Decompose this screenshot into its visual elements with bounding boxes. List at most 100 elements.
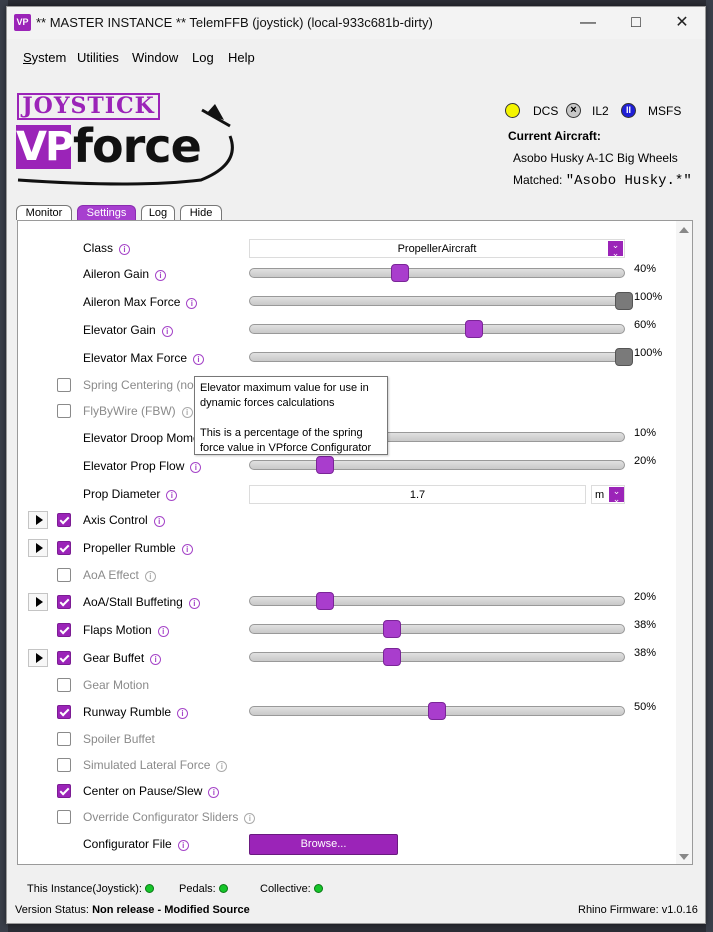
- tab-log[interactable]: Log: [141, 205, 175, 220]
- menu-system[interactable]: System: [23, 50, 67, 65]
- info-icon[interactable]: i: [193, 354, 205, 365]
- info-icon[interactable]: i: [155, 270, 167, 281]
- info-icon[interactable]: i: [181, 544, 193, 555]
- expand-gear-buffet-icon[interactable]: [28, 649, 48, 667]
- aileron-gain-value: 40%: [634, 263, 657, 275]
- elevator-max-force-slider[interactable]: [249, 348, 633, 366]
- slider-handle[interactable]: [383, 648, 402, 666]
- expand-axis-control-icon[interactable]: [28, 511, 48, 529]
- elevator-prop-flow-row: Elevator Prop Flow i 20%: [18, 455, 678, 477]
- il2-disabled-icon: ×: [566, 103, 581, 118]
- tooltip-line-1: Elevator maximum value for use in dynami…: [200, 382, 369, 409]
- aileron-gain-label: Aileron Gain i: [83, 267, 167, 281]
- version-value: Non release - Modified Source: [92, 904, 250, 916]
- aoa-effect-label: AoA Effect i: [83, 568, 156, 582]
- flaps-motion-slider[interactable]: [249, 620, 625, 638]
- tab-hide[interactable]: Hide: [180, 205, 222, 220]
- elevator-droop-label: Elevator Droop Momer: [83, 431, 204, 445]
- menu-window[interactable]: Window: [132, 50, 179, 65]
- aoa-effect-checkbox[interactable]: [57, 568, 71, 582]
- prop-diameter-unit-select[interactable]: m ⌄ ⌄: [591, 485, 625, 504]
- override-config-checkbox[interactable]: [57, 810, 71, 824]
- expand-propeller-rumble-icon[interactable]: [28, 539, 48, 557]
- chevron-down-icon[interactable]: ⌄ ⌄: [609, 487, 624, 504]
- prop-diameter-label: Prop Diameter i: [83, 487, 178, 501]
- info-icon[interactable]: i: [119, 244, 131, 255]
- gear-motion-checkbox[interactable]: [57, 678, 71, 692]
- slider-handle[interactable]: [615, 292, 633, 310]
- class-select[interactable]: PropellerAircraft ⌄ ⌄: [249, 239, 625, 258]
- slider-handle[interactable]: [383, 620, 402, 638]
- info-icon[interactable]: i: [190, 462, 202, 473]
- info-icon[interactable]: i: [161, 326, 173, 337]
- aileron-max-force-slider[interactable]: [249, 292, 633, 310]
- info-icon[interactable]: i: [216, 761, 228, 772]
- info-icon[interactable]: i: [153, 516, 165, 527]
- slider-handle[interactable]: [315, 592, 334, 610]
- info-icon[interactable]: i: [208, 787, 220, 798]
- axis-control-checkbox[interactable]: [57, 513, 71, 527]
- browse-button[interactable]: Browse...: [249, 834, 398, 855]
- propeller-rumble-checkbox[interactable]: [57, 541, 71, 555]
- scroll-up-arrow-icon[interactable]: [679, 227, 689, 233]
- slider-handle[interactable]: [465, 320, 484, 338]
- pedals-led-icon: [218, 884, 228, 893]
- settings-panel[interactable]: Class i PropellerAircraft ⌄ ⌄ Aileron Gain…: [17, 220, 693, 865]
- info-icon[interactable]: i: [150, 654, 162, 665]
- info-icon[interactable]: i: [144, 571, 156, 582]
- info-icon[interactable]: i: [181, 407, 193, 418]
- scroll-down-arrow-icon[interactable]: [679, 854, 689, 860]
- flaps-motion-checkbox[interactable]: [57, 623, 71, 637]
- minimize-button[interactable]: —: [580, 14, 596, 31]
- info-icon[interactable]: i: [166, 490, 178, 501]
- menu-help[interactable]: Help: [228, 50, 255, 65]
- maximize-button[interactable]: □: [631, 14, 641, 31]
- menu-utilities[interactable]: Utilities: [77, 50, 119, 65]
- override-config-row: Override Configurator Sliders i: [18, 806, 678, 828]
- gear-buffet-checkbox[interactable]: [57, 651, 71, 665]
- aileron-max-force-value: 100%: [634, 291, 663, 303]
- configurator-file-row: Configurator File i Browse...: [18, 833, 678, 855]
- simulated-lateral-checkbox[interactable]: [57, 758, 71, 772]
- menu-log[interactable]: Log: [192, 50, 214, 65]
- slider-handle[interactable]: [615, 348, 633, 366]
- info-icon[interactable]: i: [177, 840, 189, 851]
- info-icon[interactable]: i: [188, 598, 200, 609]
- desktop-background-right: [706, 0, 713, 932]
- gear-buffet-slider[interactable]: [249, 648, 625, 666]
- expand-aoa-stall-icon[interactable]: [28, 593, 48, 611]
- info-icon[interactable]: i: [177, 708, 189, 719]
- desktop-background-left: [0, 0, 8, 932]
- msfs-label: MSFS: [648, 104, 682, 118]
- close-button[interactable]: ✕: [675, 14, 689, 31]
- spring-centering-row: Spring Centering (not: [18, 374, 678, 396]
- slider-handle[interactable]: [315, 456, 334, 474]
- slider-handle[interactable]: [428, 702, 446, 720]
- elevator-gain-value: 60%: [634, 319, 657, 331]
- info-icon[interactable]: i: [186, 298, 198, 309]
- info-icon[interactable]: i: [157, 626, 169, 637]
- prop-diameter-input[interactable]: 1.7: [249, 485, 586, 504]
- spoiler-buffet-checkbox[interactable]: [57, 732, 71, 746]
- elevator-prop-flow-slider[interactable]: [249, 456, 625, 474]
- runway-rumble-slider[interactable]: [249, 702, 625, 720]
- aoa-stall-checkbox[interactable]: [57, 595, 71, 609]
- gear-buffet-row: Gear Buffet i 38%: [18, 647, 678, 669]
- runway-rumble-checkbox[interactable]: [57, 705, 71, 719]
- aileron-gain-slider[interactable]: [249, 264, 625, 282]
- spring-centering-checkbox[interactable]: [57, 378, 71, 392]
- matched-pattern: Matched: "Asobo Husky.*": [513, 173, 692, 189]
- slider-handle[interactable]: [390, 264, 409, 282]
- matched-label: Matched:: [513, 173, 563, 187]
- elevator-gain-slider[interactable]: [249, 320, 625, 338]
- title-bar[interactable]: VP ** MASTER INSTANCE ** TelemFFB (joyst…: [7, 7, 705, 39]
- gear-motion-row: Gear Motion: [18, 674, 678, 696]
- center-pause-checkbox[interactable]: [57, 784, 71, 798]
- aoa-stall-slider[interactable]: [249, 592, 625, 610]
- flybywire-checkbox[interactable]: [57, 404, 71, 418]
- tab-settings[interactable]: Settings: [77, 205, 136, 220]
- tab-monitor[interactable]: Monitor: [16, 205, 72, 220]
- vertical-scrollbar[interactable]: [676, 221, 692, 864]
- info-icon[interactable]: i: [244, 813, 256, 824]
- chevron-down-icon[interactable]: ⌄ ⌄: [608, 241, 623, 258]
